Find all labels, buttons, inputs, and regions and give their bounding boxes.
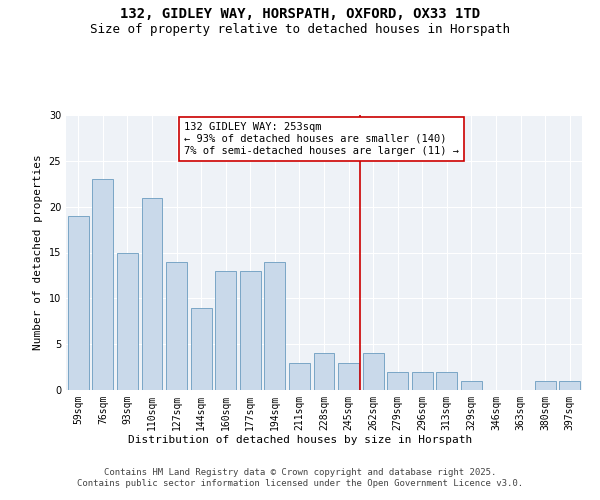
Bar bbox=[240, 271, 261, 390]
Bar bbox=[265, 262, 286, 390]
Text: Size of property relative to detached houses in Horspath: Size of property relative to detached ho… bbox=[90, 22, 510, 36]
Y-axis label: Number of detached properties: Number of detached properties bbox=[33, 154, 43, 350]
Bar bbox=[117, 252, 138, 390]
Bar bbox=[92, 179, 113, 390]
Text: Distribution of detached houses by size in Horspath: Distribution of detached houses by size … bbox=[128, 435, 472, 445]
Bar bbox=[68, 216, 89, 390]
Bar bbox=[535, 381, 556, 390]
Bar bbox=[191, 308, 212, 390]
Bar bbox=[166, 262, 187, 390]
Text: 132 GIDLEY WAY: 253sqm
← 93% of detached houses are smaller (140)
7% of semi-det: 132 GIDLEY WAY: 253sqm ← 93% of detached… bbox=[184, 122, 459, 156]
Bar bbox=[314, 354, 334, 390]
Bar bbox=[559, 381, 580, 390]
Text: Contains HM Land Registry data © Crown copyright and database right 2025.
Contai: Contains HM Land Registry data © Crown c… bbox=[77, 468, 523, 487]
Bar bbox=[362, 354, 383, 390]
Bar bbox=[215, 271, 236, 390]
Bar bbox=[387, 372, 408, 390]
Bar bbox=[289, 362, 310, 390]
Bar bbox=[412, 372, 433, 390]
Bar bbox=[142, 198, 163, 390]
Text: 132, GIDLEY WAY, HORSPATH, OXFORD, OX33 1TD: 132, GIDLEY WAY, HORSPATH, OXFORD, OX33 … bbox=[120, 8, 480, 22]
Bar bbox=[338, 362, 359, 390]
Bar bbox=[461, 381, 482, 390]
Bar bbox=[436, 372, 457, 390]
